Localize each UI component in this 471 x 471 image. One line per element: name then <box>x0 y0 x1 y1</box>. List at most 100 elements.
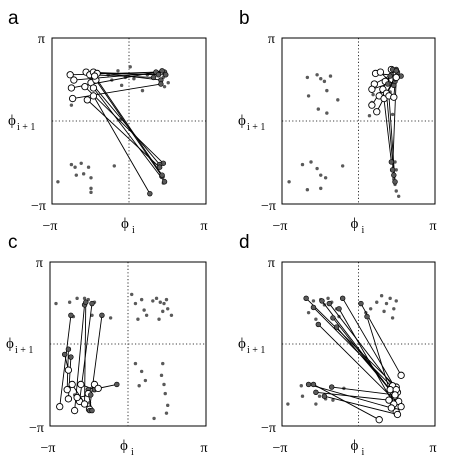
scatter-point <box>394 168 398 172</box>
scatter-point <box>163 391 167 396</box>
scatter-point <box>319 173 323 177</box>
scatter-point <box>311 299 316 303</box>
x-tick-label: −π <box>41 441 56 456</box>
scatter-point <box>390 112 395 117</box>
trajectory-start-point <box>68 380 76 389</box>
trajectory-start-point <box>67 84 76 92</box>
trajectory-line <box>93 95 151 194</box>
scatter-point <box>322 79 327 84</box>
scatter-point <box>144 313 149 317</box>
trajectory-end-point <box>389 167 396 173</box>
scatter-point <box>375 300 379 304</box>
trajectory-line <box>84 302 87 405</box>
trajectory-end-point <box>158 81 164 87</box>
trajectory-start-point <box>368 101 376 109</box>
scatter-point <box>325 88 329 93</box>
trajectory-start-point <box>56 402 64 411</box>
scatter-point <box>315 166 319 171</box>
scatter-point <box>133 361 138 366</box>
x-axis-label-subscript: i <box>132 225 135 236</box>
scatter-point <box>314 402 318 406</box>
trajectory-start-point <box>390 93 398 101</box>
trajectory-end-point <box>161 179 168 185</box>
trajectory-end-point <box>114 381 120 388</box>
scatter-point <box>393 160 397 164</box>
trajectory-start-point <box>368 85 376 93</box>
panel-letter: b <box>239 8 250 29</box>
trajectory-end-point <box>68 312 74 318</box>
scatter-point <box>316 107 321 111</box>
trajectory-line <box>97 72 166 76</box>
trajectory-start-point <box>386 386 394 394</box>
scatter-point <box>162 301 166 306</box>
trajectory-end-point <box>159 68 165 74</box>
y-tick-label: π <box>36 256 43 271</box>
trajectory-line <box>95 79 163 177</box>
scatter-point <box>86 165 91 169</box>
trajectory-end-point <box>392 179 398 185</box>
scatter-point <box>382 309 386 314</box>
trajectory-end-point <box>89 407 95 414</box>
y-tick-label: π <box>38 32 45 47</box>
scatter-point <box>89 186 93 191</box>
trajectory-start-point <box>392 73 400 82</box>
x-axis-label: ϕ <box>351 216 359 232</box>
scatter-point <box>82 296 87 301</box>
trajectory-start-point <box>63 386 71 394</box>
trajectory-line <box>338 308 395 405</box>
trajectory-end-point <box>305 381 312 388</box>
y-axis-label: ϕ <box>6 336 14 352</box>
scatter-point <box>133 301 138 306</box>
y-tick-label: −π <box>261 199 276 214</box>
scatter-point <box>116 69 120 73</box>
scatter-point <box>69 162 74 167</box>
y-tick-label: π <box>268 32 275 47</box>
x-tick-label: π <box>429 441 436 456</box>
scatter-point <box>323 176 328 180</box>
scatter-point <box>394 299 398 303</box>
trajectory-start-point <box>387 404 396 412</box>
panel-a: aπ−π−π πϕ iϕ i + 1 <box>8 8 208 236</box>
scatter-point <box>164 411 169 415</box>
x-axis-label-subscript: i <box>362 225 365 236</box>
scatter-point <box>286 402 290 406</box>
scatter-point <box>300 162 305 167</box>
trajectory-end-point <box>310 381 317 388</box>
trajectory-start-point <box>376 68 385 76</box>
trajectory-line <box>388 95 396 182</box>
scatter-point <box>119 83 124 88</box>
trajectory-end-point <box>68 354 74 360</box>
scatter-point <box>328 74 333 78</box>
scatter-point <box>319 77 323 81</box>
scatter-point <box>331 398 335 402</box>
scatter-point <box>299 384 303 388</box>
trajectory-start-point <box>397 402 405 411</box>
scatter-point <box>81 172 86 176</box>
trajectory-line <box>94 75 163 176</box>
scatter-point <box>371 92 375 97</box>
x-tick-label: π <box>429 219 436 234</box>
scatter-point <box>89 190 93 195</box>
trajectory-line <box>392 77 397 170</box>
scatter-point <box>140 88 145 93</box>
x-axis-label-subscript: i <box>131 447 134 458</box>
y-tick-label: π <box>268 256 275 271</box>
trajectory-end-point <box>156 164 163 170</box>
trajectory-line <box>313 384 380 421</box>
scatter-point <box>388 296 392 301</box>
trajectory-line <box>318 324 402 407</box>
trajectory-end-point <box>329 384 335 390</box>
scatter-point <box>306 94 311 98</box>
y-axis-label-subscript: i + 1 <box>15 345 33 356</box>
trajectory-line <box>93 87 165 183</box>
scatter-point <box>309 160 313 164</box>
trajectory-end-point <box>159 172 165 178</box>
trajectory-line <box>84 86 164 164</box>
y-axis-label-subscript: i + 1 <box>247 345 265 356</box>
trajectory-line <box>331 386 396 396</box>
scatter-point <box>56 180 60 184</box>
scatter-point <box>368 307 373 311</box>
panel-letter: c <box>8 232 18 253</box>
panel-letter: d <box>239 232 250 253</box>
trajectory-start-point <box>385 396 393 404</box>
